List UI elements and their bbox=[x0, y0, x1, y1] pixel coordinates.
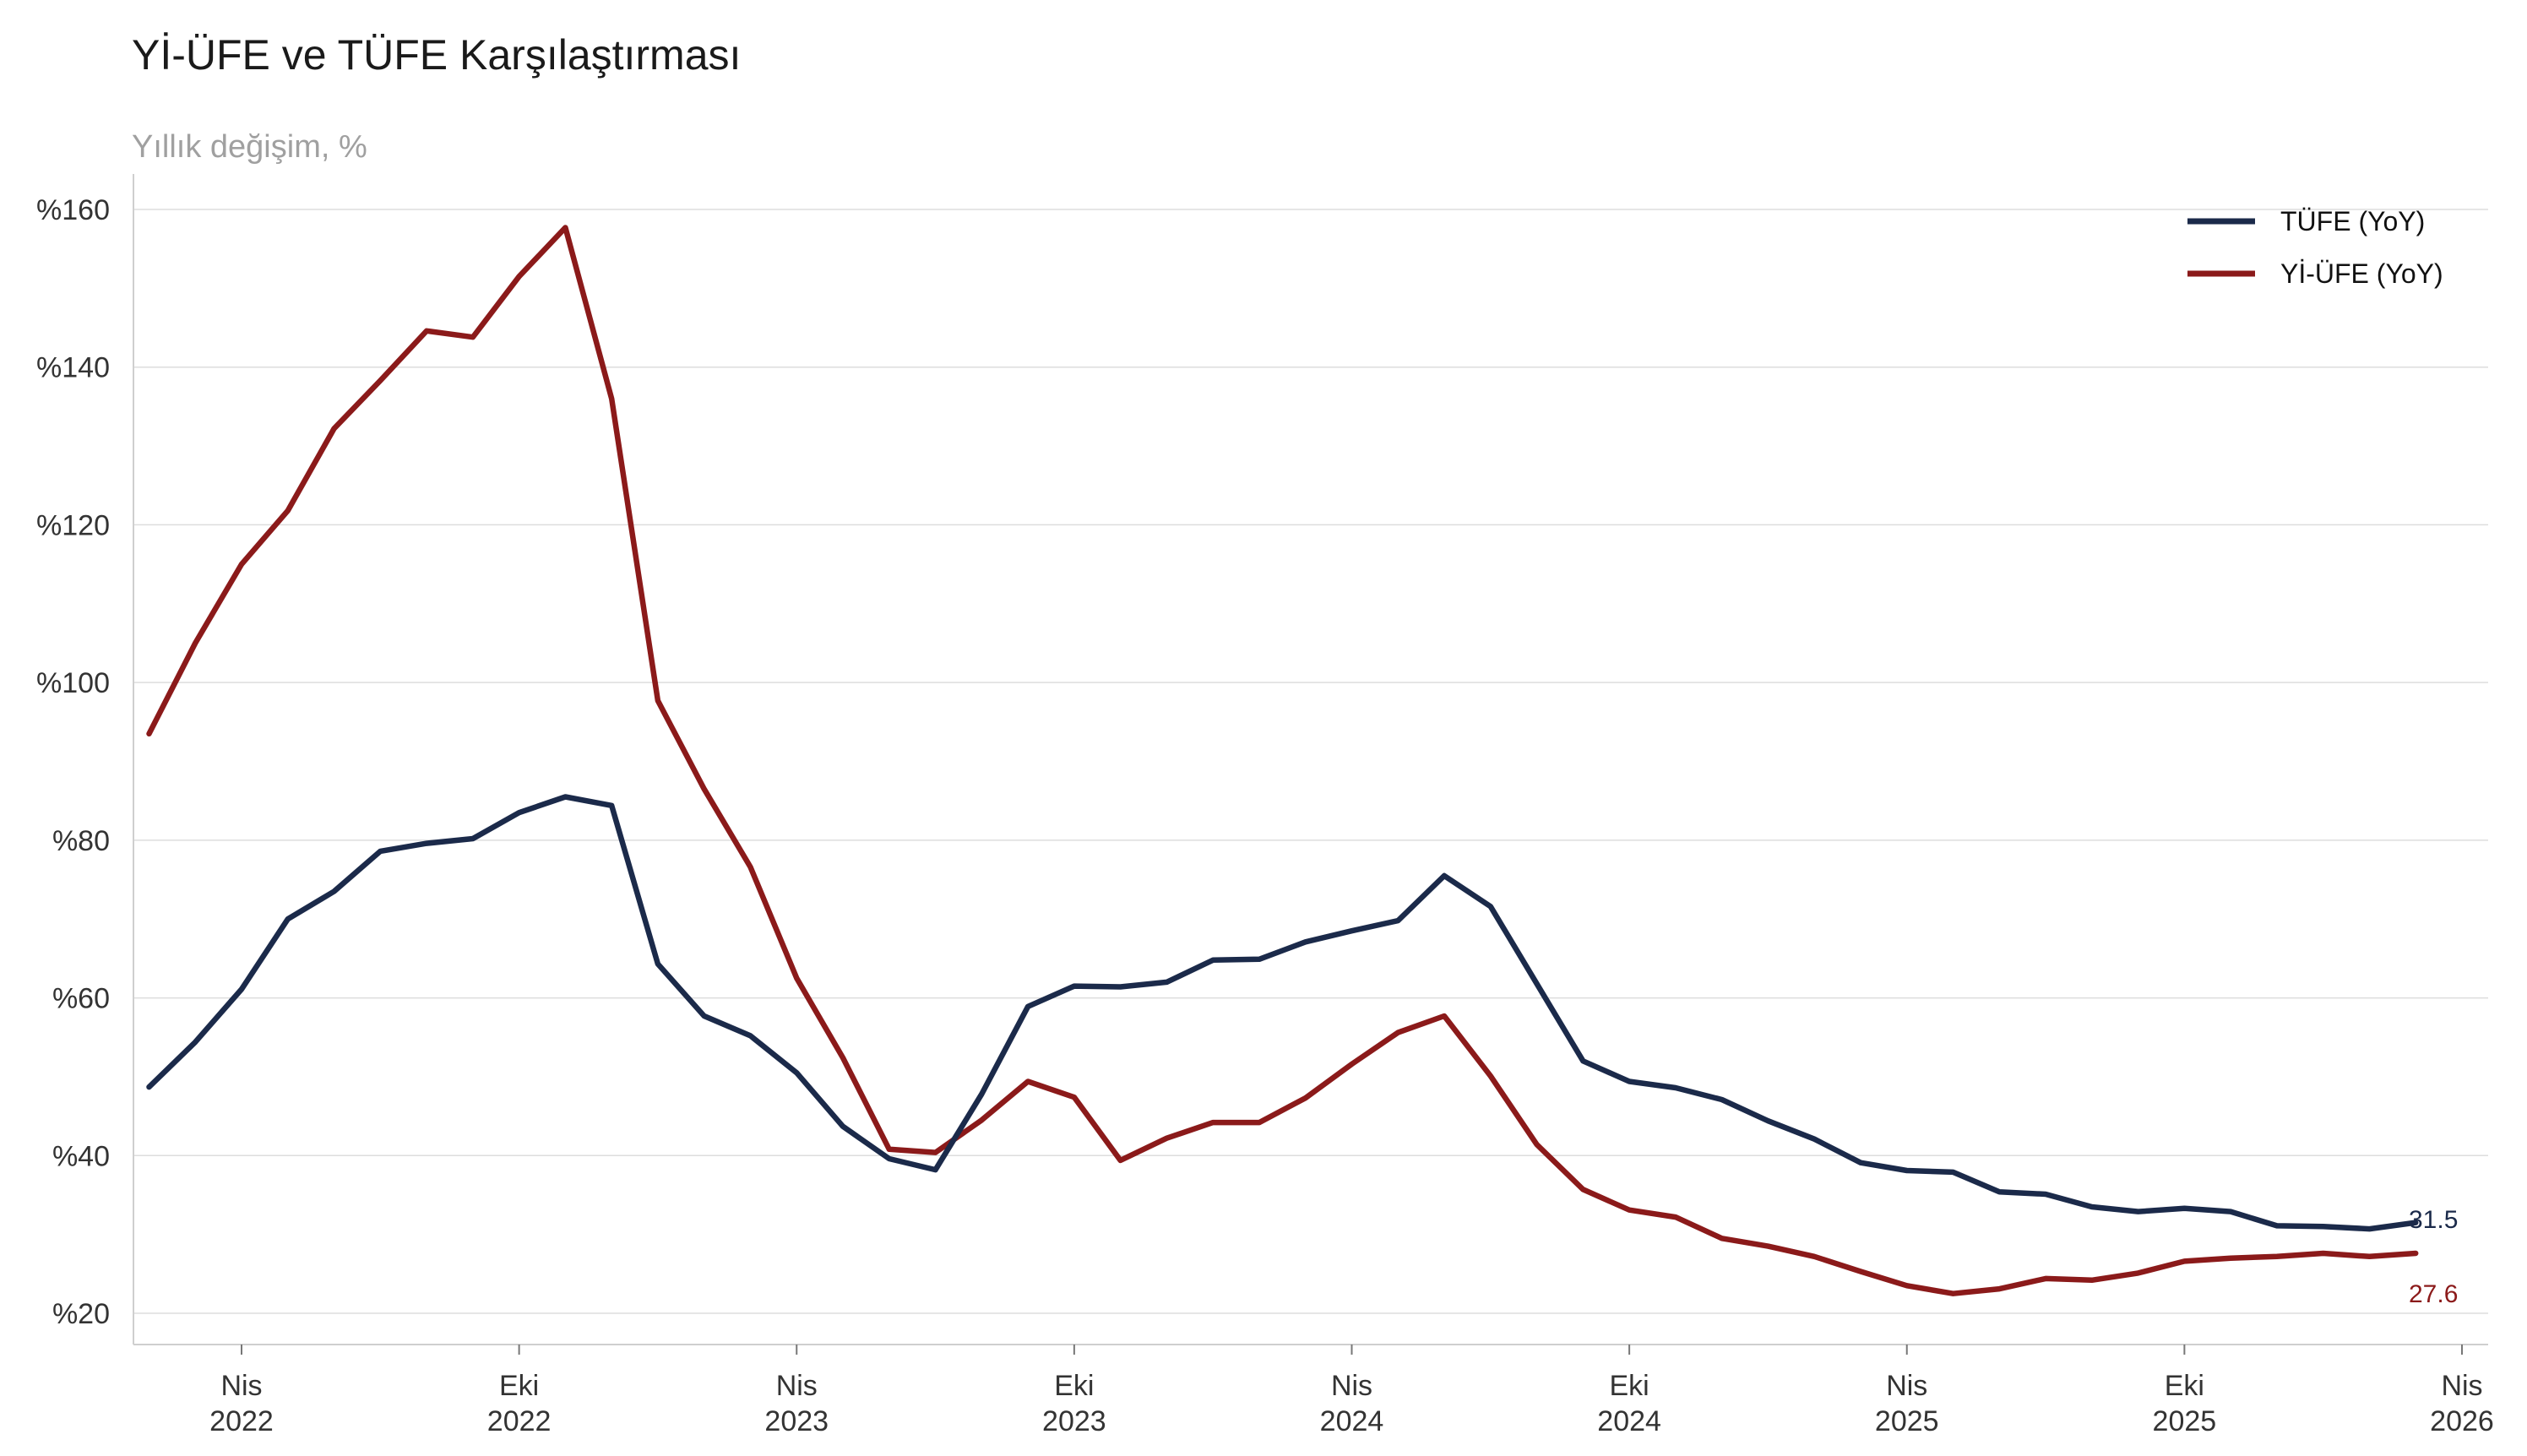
legend-label-yi-ufe: Yİ-ÜFE (YoY) bbox=[2280, 258, 2443, 289]
end-label-yi-ufe: 27.6 bbox=[2409, 1280, 2458, 1308]
x-tick-year-0: 2022 bbox=[209, 1405, 274, 1437]
x-tick-year-8: 2026 bbox=[2430, 1405, 2494, 1437]
x-tick-month-2: Nis bbox=[776, 1370, 818, 1402]
x-tick-month-3: Eki bbox=[1054, 1370, 1094, 1402]
y-tick-label-140: %140 bbox=[36, 352, 110, 384]
y-tick-label-20: %20 bbox=[52, 1298, 110, 1330]
x-tick-month-8: Nis bbox=[2441, 1370, 2482, 1402]
series-line-tufe bbox=[146, 794, 2419, 1232]
x-tick-month-6: Nis bbox=[1886, 1370, 1927, 1402]
y-tick-label-100: %100 bbox=[36, 667, 110, 699]
x-tick-month-5: Eki bbox=[1610, 1370, 1649, 1402]
series-lines bbox=[146, 225, 2419, 1296]
chart-subtitle: Yıllık değişim, % bbox=[132, 129, 367, 165]
series-line-yi-ufe bbox=[146, 225, 2419, 1296]
legend-label-tufe: TÜFE (YoY) bbox=[2280, 206, 2425, 236]
legend-item-yi-ufe[interactable]: Yİ-ÜFE (YoY) bbox=[2187, 258, 2443, 289]
y-tick-label-160: %160 bbox=[36, 194, 110, 226]
axes bbox=[133, 174, 2488, 1345]
x-tick-month-0: Nis bbox=[220, 1370, 262, 1402]
y-tick-label-60: %60 bbox=[52, 983, 110, 1015]
y-tick-label-120: %120 bbox=[36, 509, 110, 541]
x-tick-month-1: Eki bbox=[499, 1370, 539, 1402]
legend[interactable]: TÜFE (YoY) Yİ-ÜFE (YoY) bbox=[2187, 206, 2443, 289]
chart-title: Yİ-ÜFE ve TÜFE Karşılaştırması bbox=[132, 31, 741, 79]
x-tick-year-2: 2023 bbox=[764, 1405, 829, 1437]
y-axis-ticks: %20 %40 %60 %80 %100 %120 %140 %160 bbox=[36, 194, 110, 1330]
x-tick-year-3: 2023 bbox=[1042, 1405, 1106, 1437]
y-tick-label-80: %80 bbox=[52, 825, 110, 857]
legend-item-tufe[interactable]: TÜFE (YoY) bbox=[2187, 206, 2425, 236]
end-label-tufe: 31.5 bbox=[2409, 1206, 2458, 1234]
x-tick-year-6: 2025 bbox=[1875, 1405, 1939, 1437]
x-tick-year-1: 2022 bbox=[487, 1405, 552, 1437]
x-tick-year-7: 2025 bbox=[2153, 1405, 2217, 1437]
x-tick-month-4: Nis bbox=[1331, 1370, 1372, 1402]
grid-lines bbox=[133, 209, 2488, 1314]
x-tick-year-4: 2024 bbox=[1320, 1405, 1384, 1437]
series-end-labels: 31.5 27.6 bbox=[2409, 1206, 2458, 1308]
x-axis-ticks: Nis2022Eki2022Nis2023Eki2023Nis2024Eki20… bbox=[209, 1345, 2494, 1437]
x-tick-year-5: 2024 bbox=[1597, 1405, 1661, 1437]
y-tick-label-40: %40 bbox=[52, 1140, 110, 1172]
x-tick-month-7: Eki bbox=[2165, 1370, 2204, 1402]
